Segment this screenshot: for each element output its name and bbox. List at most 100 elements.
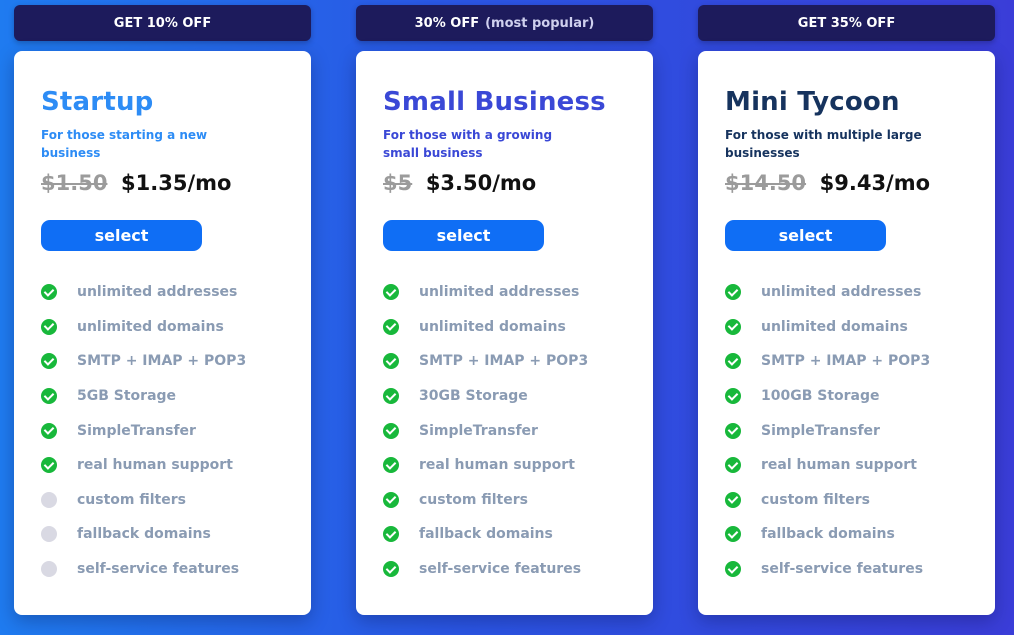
check-circle-icon [383, 457, 399, 474]
feature-item: SMTP + IMAP + POP3 [383, 344, 588, 379]
feature-item: real human support [725, 448, 930, 483]
check-circle-icon [725, 353, 741, 370]
old-price: $14.50 [725, 171, 807, 195]
check-circle-icon [383, 422, 399, 439]
check-circle-icon [725, 491, 741, 508]
feature-label: 5GB Storage [77, 388, 177, 405]
feature-label: 30GB Storage [419, 388, 528, 405]
feature-item: real human support [383, 448, 588, 483]
feature-label: fallback domains [761, 526, 895, 543]
feature-label: self-service features [77, 561, 240, 578]
feature-label: custom filters [761, 491, 870, 508]
select-button[interactable]: select [383, 220, 544, 251]
feature-item: SimpleTransfer [725, 413, 930, 448]
new-price: $9.43/mo [819, 171, 931, 195]
check-circle-icon [725, 318, 741, 335]
feature-item: self-service features [725, 552, 930, 587]
discount-text: GET 35% OFF [797, 15, 896, 31]
old-price: $1.50 [41, 171, 108, 195]
plan-description: For those starting a new business [41, 128, 208, 160]
feature-label: custom filters [77, 491, 186, 508]
feature-label: real human support [77, 457, 233, 474]
plan-title: Startup [41, 87, 154, 117]
feature-label: unlimited addresses [761, 284, 922, 301]
feature-item: unlimited addresses [725, 275, 930, 310]
discount-text: 30% OFF [414, 15, 480, 31]
feature-item: custom filters [383, 483, 588, 518]
check-circle-icon [383, 526, 399, 543]
plan-title: Small Business [383, 87, 606, 117]
discount-banner: GET 35% OFF [698, 5, 995, 41]
check-circle-icon [41, 422, 57, 439]
check-circle-icon [725, 457, 741, 474]
check-circle-icon [725, 284, 741, 301]
plan-card: Small Business For those with a growing … [356, 51, 653, 615]
feature-label: 100GB Storage [761, 388, 880, 405]
feature-label: unlimited addresses [419, 284, 580, 301]
feature-label: SimpleTransfer [77, 422, 196, 439]
check-circle-icon [41, 388, 57, 405]
plan-title: Mini Tycoon [725, 87, 900, 117]
feature-label: SMTP + IMAP + POP3 [761, 353, 931, 370]
check-circle-icon [383, 561, 399, 578]
plan-description: For those with multiple large businesses [725, 128, 922, 160]
discount-text: GET 10% OFF [113, 15, 212, 31]
check-circle-icon [41, 284, 57, 301]
feature-item: custom filters [41, 483, 246, 518]
feature-item: SMTP + IMAP + POP3 [41, 344, 246, 379]
plan-card: Mini Tycoon For those with multiple larg… [698, 51, 995, 615]
check-circle-icon [725, 422, 741, 439]
feature-item: 30GB Storage [383, 379, 588, 414]
feature-item: SimpleTransfer [383, 413, 588, 448]
empty-circle-icon [41, 491, 57, 508]
feature-list: unlimited addresses unlimited domains SMTP… [41, 275, 246, 586]
feature-item: fallback domains [383, 517, 588, 552]
feature-item: unlimited addresses [41, 275, 246, 310]
feature-item: 100GB Storage [725, 379, 930, 414]
price-row: $5 $3.50/mo [383, 171, 536, 195]
feature-item: unlimited domains [725, 310, 930, 345]
empty-circle-icon [41, 561, 57, 578]
feature-label: custom filters [419, 491, 528, 508]
feature-item: SimpleTransfer [41, 413, 246, 448]
check-circle-icon [383, 353, 399, 370]
feature-label: SMTP + IMAP + POP3 [77, 353, 247, 370]
feature-label: self-service features [761, 561, 924, 578]
select-button[interactable]: select [41, 220, 202, 251]
discount-banner: GET 10% OFF [14, 5, 311, 41]
feature-item: unlimited domains [41, 310, 246, 345]
feature-list: unlimited addresses unlimited domains SMTP… [383, 275, 588, 586]
discount-banner: 30% OFF (most popular) [356, 5, 653, 41]
feature-item: unlimited addresses [383, 275, 588, 310]
feature-label: unlimited domains [761, 318, 908, 335]
feature-label: unlimited addresses [77, 284, 238, 301]
price-row: $14.50 $9.43/mo [725, 171, 930, 195]
feature-label: real human support [419, 457, 575, 474]
feature-label: unlimited domains [77, 318, 224, 335]
check-circle-icon [41, 457, 57, 474]
feature-item: self-service features [383, 552, 588, 587]
feature-item: real human support [41, 448, 246, 483]
feature-label: fallback domains [77, 526, 211, 543]
check-circle-icon [41, 353, 57, 370]
check-circle-icon [383, 318, 399, 335]
feature-label: unlimited domains [419, 318, 566, 335]
feature-label: SimpleTransfer [419, 422, 538, 439]
feature-label: SMTP + IMAP + POP3 [419, 353, 589, 370]
select-button[interactable]: select [725, 220, 886, 251]
new-price: $3.50/mo [425, 171, 537, 195]
check-circle-icon [725, 561, 741, 578]
feature-item: SMTP + IMAP + POP3 [725, 344, 930, 379]
popular-note: (most popular) [485, 15, 595, 31]
price-row: $1.50 $1.35/mo [41, 171, 231, 195]
check-circle-icon [383, 284, 399, 301]
check-circle-icon [725, 388, 741, 405]
feature-label: fallback domains [419, 526, 553, 543]
feature-item: 5GB Storage [41, 379, 246, 414]
feature-list: unlimited addresses unlimited domains SMTP… [725, 275, 930, 586]
check-circle-icon [383, 491, 399, 508]
plan-card: Startup For those starting a new busines… [14, 51, 311, 615]
feature-label: real human support [761, 457, 917, 474]
feature-item: unlimited domains [383, 310, 588, 345]
feature-item: self-service features [41, 552, 246, 587]
